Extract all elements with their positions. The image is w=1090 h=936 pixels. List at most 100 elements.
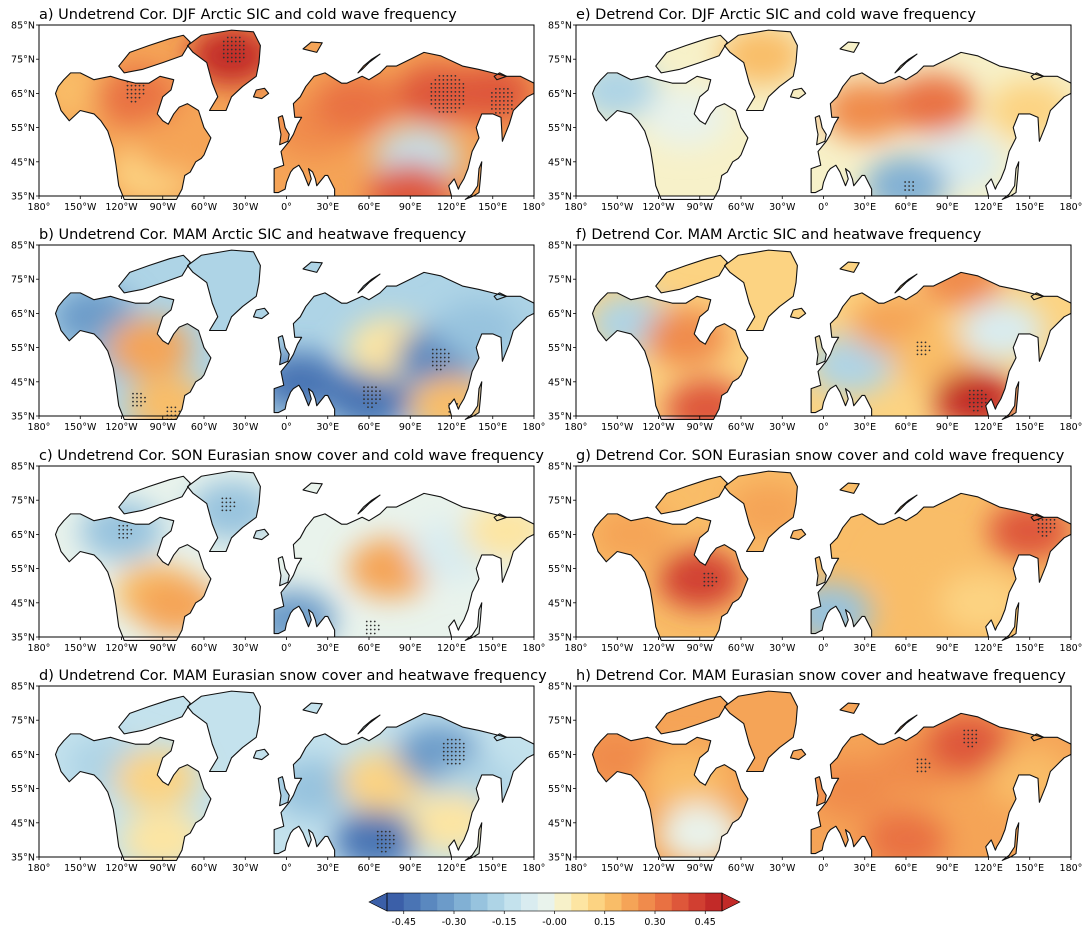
colorbar-extend-high	[721, 892, 741, 912]
panel-title: h) Detrend Cor. MAM Eurasian snow cover …	[576, 668, 1066, 684]
significance-dot	[225, 501, 228, 504]
significance-dot	[434, 106, 437, 109]
significance-dot	[142, 84, 145, 87]
significance-dot	[454, 74, 457, 77]
significance-dot	[230, 44, 233, 47]
significance-dot	[118, 532, 121, 535]
coastline-japan	[1001, 381, 1020, 420]
coastline-arcticIslands	[118, 254, 191, 294]
x-tick-label: 90°E	[399, 422, 422, 433]
significance-dot	[506, 95, 509, 98]
x-tick-label: 120°E	[437, 422, 466, 433]
significance-dot	[506, 107, 509, 110]
significance-dot	[1037, 522, 1040, 525]
coastline-northAmerica	[54, 292, 212, 420]
x-tick-label: 180°	[523, 202, 546, 213]
significance-dot	[510, 95, 513, 98]
significance-dot	[242, 40, 245, 43]
coastline-britain	[277, 335, 290, 366]
x-tick-label: 0°	[818, 422, 829, 433]
coastline-northAmerica	[591, 292, 749, 420]
significance-dot	[920, 770, 923, 773]
significance-dot	[454, 750, 457, 753]
y-tick-label: 75°N	[11, 496, 35, 507]
significance-dot	[242, 52, 245, 55]
coastline-britain	[277, 556, 290, 587]
x-tick-label: 0°	[281, 422, 292, 433]
x-tick-label: 120°E	[974, 863, 1003, 874]
significance-dot	[502, 111, 505, 114]
significance-dot	[458, 102, 461, 105]
panel-title: e) Detrend Cor. DJF Arctic SIC and cold …	[576, 7, 976, 23]
y-tick-label: 65°N	[548, 750, 572, 761]
coastline-kamchatkaGap	[1030, 733, 1045, 742]
y-tick-label: 85°N	[11, 682, 35, 693]
coastline-arcticIslands	[655, 34, 728, 74]
significance-dot	[904, 189, 907, 191]
x-tick-label: 120°W	[642, 202, 675, 213]
y-tick-label: 85°N	[11, 241, 35, 252]
x-tick-label: 30°E	[853, 643, 876, 654]
significance-dot	[454, 78, 457, 81]
x-tick-label: 0°	[281, 863, 292, 874]
significance-dot	[976, 389, 979, 392]
significance-dot	[462, 98, 465, 101]
significance-dot	[446, 110, 449, 113]
significance-dot	[450, 78, 453, 81]
significance-dot	[438, 102, 441, 105]
significance-dot	[971, 729, 974, 732]
significance-dot	[928, 766, 931, 769]
significance-dot	[373, 620, 376, 623]
significance-dot	[490, 103, 493, 106]
significance-dot	[1045, 526, 1048, 529]
significance-dot	[126, 92, 129, 95]
x-tick-label: 180°	[28, 202, 51, 213]
significance-dot	[384, 850, 387, 853]
significance-dot	[506, 91, 509, 94]
coastline-northAmerica	[54, 733, 212, 861]
significance-dot	[446, 78, 449, 81]
colorbar-tick-label: 0.30	[644, 917, 665, 928]
x-tick-label: 150°W	[64, 643, 97, 654]
colorbar-tick-label: -0.30	[442, 917, 467, 928]
significance-dot	[454, 82, 457, 85]
significance-dot	[376, 838, 379, 841]
significance-dot	[963, 737, 966, 740]
field-cell	[333, 809, 418, 861]
significance-dot	[430, 82, 433, 85]
colorbar-tick-label: -0.45	[391, 917, 416, 928]
x-tick-label: 120°E	[974, 422, 1003, 433]
x-tick-label: 150°E	[1015, 643, 1044, 654]
significance-dot	[226, 44, 229, 47]
significance-dot	[1053, 526, 1056, 529]
x-tick-label: 30°W	[232, 422, 259, 433]
significance-dot	[1053, 522, 1056, 525]
significance-dot	[462, 86, 465, 89]
significance-dot	[225, 509, 228, 512]
x-tick-label: 60°W	[191, 422, 218, 433]
significance-dot	[369, 632, 372, 635]
coastline-greenland	[723, 29, 798, 112]
significance-dot	[908, 185, 911, 187]
significance-dot	[442, 94, 445, 97]
significance-dot	[928, 349, 931, 352]
significance-dot	[126, 532, 129, 535]
significance-dot	[450, 98, 453, 101]
coastline-arcticIslands	[118, 34, 191, 74]
significance-dot	[375, 402, 377, 405]
significance-dot	[130, 100, 133, 103]
significance-dot	[1041, 526, 1044, 529]
significance-dot	[967, 729, 970, 732]
x-tick-label: 90°E	[936, 202, 959, 213]
y-tick-label: 75°N	[11, 55, 35, 66]
coastline-britain	[814, 776, 827, 807]
significance-dot	[984, 397, 987, 400]
x-tick-label: 150°W	[601, 422, 634, 433]
significance-dot	[1045, 518, 1048, 521]
significance-dot	[458, 738, 461, 741]
significance-dot	[166, 406, 169, 409]
significance-dot	[458, 742, 461, 745]
significance-dot	[130, 84, 133, 87]
significance-dot	[234, 52, 237, 55]
